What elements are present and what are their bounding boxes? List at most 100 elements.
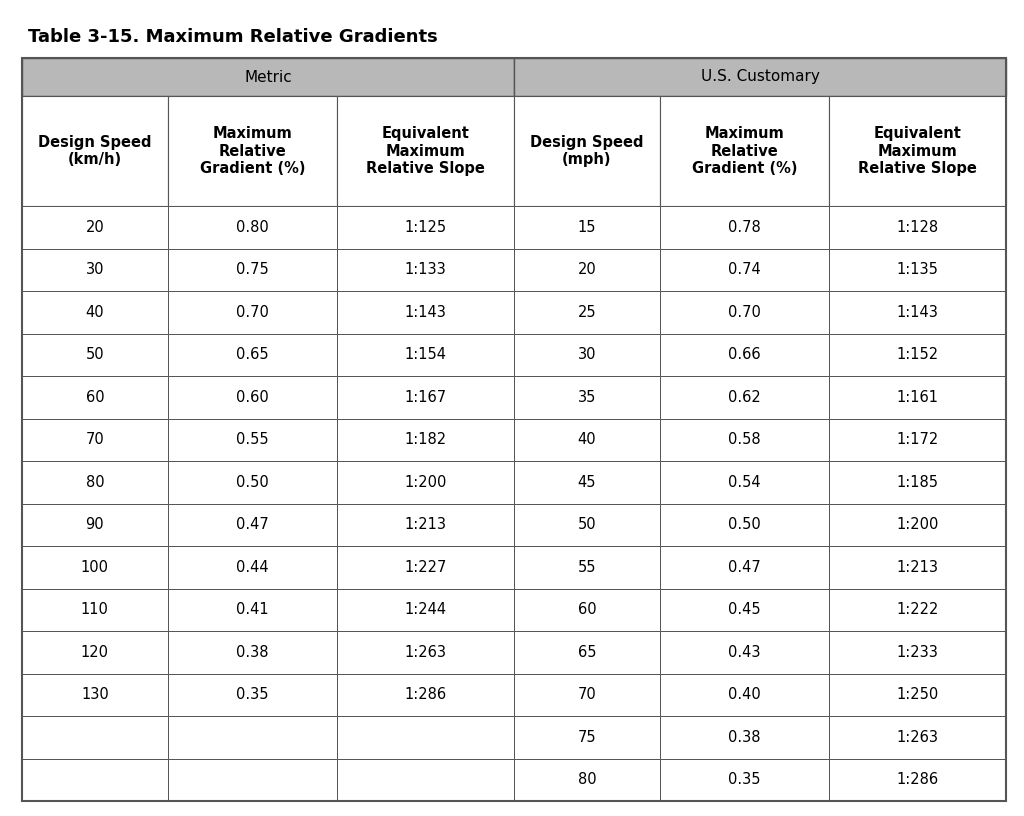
Text: 0.75: 0.75 — [236, 262, 268, 277]
Text: 0.35: 0.35 — [728, 772, 761, 787]
Text: 30: 30 — [86, 262, 104, 277]
Text: 0.35: 0.35 — [236, 687, 268, 703]
Bar — [659, 588, 828, 631]
Bar — [828, 461, 1006, 503]
Text: 1:154: 1:154 — [404, 348, 446, 362]
Text: 130: 130 — [81, 687, 109, 703]
Bar — [659, 503, 828, 546]
Bar — [659, 376, 828, 419]
Bar — [337, 419, 514, 461]
Bar — [828, 631, 1006, 673]
Bar — [828, 334, 1006, 376]
Text: 50: 50 — [85, 348, 104, 362]
Bar — [337, 96, 514, 206]
Text: 1:133: 1:133 — [404, 262, 446, 277]
Text: 0.40: 0.40 — [728, 687, 761, 703]
Bar — [22, 206, 168, 249]
Text: 15: 15 — [578, 220, 596, 235]
Text: 0.43: 0.43 — [728, 645, 761, 660]
Bar — [22, 588, 168, 631]
Bar — [828, 588, 1006, 631]
Text: 50: 50 — [578, 517, 596, 532]
Bar — [828, 503, 1006, 546]
Text: Equivalent
Maximum
Relative Slope: Equivalent Maximum Relative Slope — [858, 126, 977, 176]
Text: 0.50: 0.50 — [728, 517, 761, 532]
Bar — [514, 334, 659, 376]
Text: 90: 90 — [85, 517, 104, 532]
Text: Design Speed
(km/h): Design Speed (km/h) — [38, 135, 152, 167]
Bar — [337, 673, 514, 716]
Text: 110: 110 — [81, 602, 109, 617]
Bar — [168, 419, 337, 461]
Bar — [659, 461, 828, 503]
Text: U.S. Customary: U.S. Customary — [700, 69, 819, 85]
Text: 25: 25 — [578, 304, 596, 320]
Text: 0.60: 0.60 — [236, 390, 268, 405]
Text: 1:200: 1:200 — [404, 475, 446, 490]
Bar — [168, 206, 337, 249]
Bar — [659, 206, 828, 249]
Text: Metric: Metric — [244, 69, 292, 85]
Bar — [337, 206, 514, 249]
Text: 0.62: 0.62 — [728, 390, 761, 405]
Text: Table 3-15. Maximum Relative Gradients: Table 3-15. Maximum Relative Gradients — [28, 28, 437, 46]
Text: 40: 40 — [85, 304, 104, 320]
Text: Equivalent
Maximum
Relative Slope: Equivalent Maximum Relative Slope — [366, 126, 485, 176]
Bar — [828, 673, 1006, 716]
Text: 75: 75 — [578, 730, 596, 745]
Bar — [659, 419, 828, 461]
Text: Design Speed
(mph): Design Speed (mph) — [530, 135, 643, 167]
Bar — [828, 419, 1006, 461]
Bar — [168, 546, 337, 588]
Bar — [828, 206, 1006, 249]
Text: 1:200: 1:200 — [896, 517, 939, 532]
Text: 0.65: 0.65 — [236, 348, 268, 362]
Text: 1:167: 1:167 — [404, 390, 446, 405]
Bar — [168, 334, 337, 376]
Text: 1:250: 1:250 — [896, 687, 939, 703]
Text: 0.38: 0.38 — [728, 730, 761, 745]
Bar — [514, 96, 659, 206]
Bar — [22, 759, 168, 801]
Bar — [514, 376, 659, 419]
Text: 70: 70 — [578, 687, 596, 703]
Bar — [514, 206, 659, 249]
Bar — [337, 503, 514, 546]
Text: 0.44: 0.44 — [236, 560, 268, 574]
Bar — [168, 291, 337, 334]
Text: 1:161: 1:161 — [896, 390, 938, 405]
Text: 0.66: 0.66 — [728, 348, 761, 362]
Text: 0.47: 0.47 — [728, 560, 761, 574]
Bar — [22, 631, 168, 673]
Bar — [828, 759, 1006, 801]
Bar — [22, 58, 514, 96]
Bar — [22, 419, 168, 461]
Text: 80: 80 — [85, 475, 104, 490]
Bar — [659, 291, 828, 334]
Bar — [659, 631, 828, 673]
Bar — [168, 376, 337, 419]
Bar — [337, 376, 514, 419]
Text: 0.70: 0.70 — [236, 304, 268, 320]
Text: 45: 45 — [578, 475, 596, 490]
Text: 1:213: 1:213 — [404, 517, 446, 532]
Bar — [659, 546, 828, 588]
Bar — [828, 546, 1006, 588]
Text: 0.55: 0.55 — [236, 432, 268, 447]
Text: 1:152: 1:152 — [896, 348, 939, 362]
Bar — [828, 716, 1006, 759]
Bar — [22, 376, 168, 419]
Bar — [337, 461, 514, 503]
Text: 0.78: 0.78 — [728, 220, 761, 235]
Text: 40: 40 — [578, 432, 596, 447]
Text: 1:143: 1:143 — [896, 304, 938, 320]
Text: 120: 120 — [81, 645, 109, 660]
Bar — [337, 291, 514, 334]
Text: 0.38: 0.38 — [236, 645, 268, 660]
Text: 35: 35 — [578, 390, 596, 405]
Bar — [168, 631, 337, 673]
Bar — [168, 249, 337, 291]
Bar — [514, 673, 659, 716]
Text: 100: 100 — [81, 560, 109, 574]
Text: 1:135: 1:135 — [896, 262, 938, 277]
